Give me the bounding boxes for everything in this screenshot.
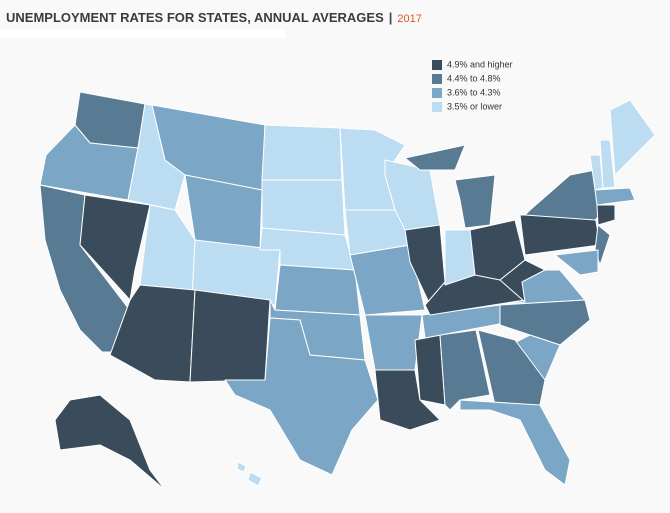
state [599,139,616,189]
state [459,399,571,486]
state [139,204,196,291]
state [261,124,343,181]
state [519,214,601,256]
state [374,369,441,431]
state [364,314,423,371]
state [247,471,263,487]
state [191,239,281,306]
legend-label: 3.6% to 4.3% [447,87,501,97]
title: UNEMPLOYMENT RATES FOR STATES, ANNUAL AV… [6,10,384,25]
legend-swatch [432,60,442,70]
state [274,264,361,316]
state [79,194,151,301]
state [261,179,346,236]
separator: | [388,10,393,25]
state [594,224,611,266]
state [224,317,379,476]
state [554,249,599,276]
state [109,284,196,383]
state [594,187,636,206]
legend-label: 4.9% and higher [447,59,513,69]
year: 2017 [397,13,422,25]
state [524,169,601,221]
state [454,174,496,229]
legend-label: 3.5% or lower [447,101,502,111]
state [236,461,247,473]
state [189,289,271,383]
legend-swatch [432,102,442,112]
state [54,394,166,491]
state [596,204,616,226]
legend-label: 4.4% to 4.8% [447,73,501,83]
state [477,329,546,406]
state [404,144,466,171]
state [349,244,426,316]
title-underline [0,30,285,38]
legend-swatch [432,74,442,84]
legend-swatch [432,88,442,98]
title-row: UNEMPLOYMENT RATES FOR STATES, ANNUAL AV… [6,10,422,25]
state [499,299,591,346]
state [609,99,656,176]
